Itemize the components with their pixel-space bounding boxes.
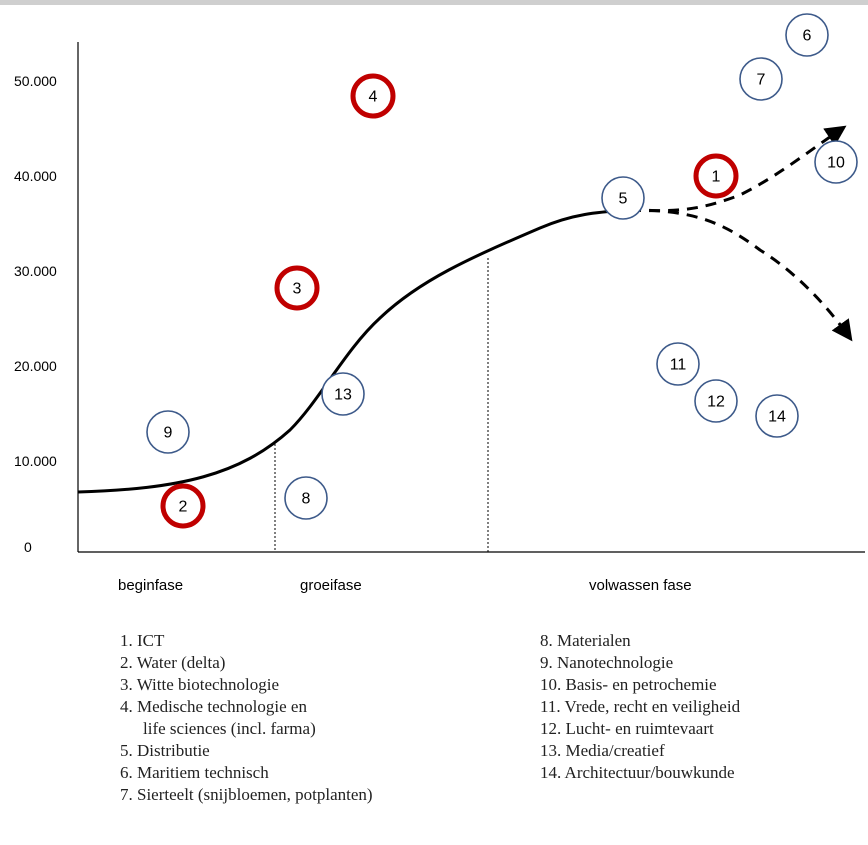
sector-marker-13: 13	[321, 372, 365, 416]
legend-item: 11. Vrede, recht en veiligheid	[540, 697, 741, 716]
legend-item: 13. Media/creatief	[540, 741, 665, 760]
svg-text:8: 8	[302, 491, 311, 508]
lifecycle-diagram: 50.000 40.000 30.000 20.000 10.000 0 beg…	[14, 13, 865, 594]
sector-marker-9: 9	[146, 410, 190, 454]
y-tick-label: 50.000	[14, 73, 57, 89]
phase-label-mature: volwassen fase	[589, 577, 692, 594]
legend-item: 2. Water (delta)	[120, 653, 226, 672]
legend-item: 6. Maritiem technisch	[120, 763, 269, 782]
y-tick-labels: 50.000 40.000 30.000 20.000 10.000 0	[14, 73, 57, 555]
sector-marker-14: 14	[755, 394, 799, 438]
legend-item: 10. Basis- en petrochemie	[540, 675, 717, 694]
svg-text:12: 12	[707, 394, 725, 411]
legend-item: 4. Medische technologie en	[120, 697, 307, 716]
svg-text:10: 10	[827, 155, 845, 172]
y-tick-label: 0	[24, 539, 32, 555]
sector-marker-8: 8	[284, 476, 328, 520]
sector-marker-7: 7	[739, 57, 783, 101]
top-border	[0, 0, 868, 5]
phase-label-begin: beginfase	[118, 577, 183, 594]
s-curve	[77, 208, 631, 494]
legend-item: 8. Materialen	[540, 631, 631, 650]
legend-right: 8. Materialen 9. Nanotechnologie 10. Bas…	[540, 630, 740, 784]
legend-item-continuation: life sciences (incl. farma)	[143, 719, 316, 738]
svg-text:9: 9	[164, 425, 173, 442]
svg-text:4: 4	[369, 89, 378, 106]
svg-text:13: 13	[334, 387, 352, 404]
sector-marker-12: 12	[694, 379, 738, 423]
phase-label-growth: groeifase	[300, 577, 362, 594]
sector-marker-10: 10	[814, 140, 858, 184]
sector-marker-4: 4	[350, 73, 396, 119]
y-tick-label: 30.000	[14, 263, 57, 279]
sector-marker-1: 1	[693, 153, 739, 199]
y-tick-label: 40.000	[14, 168, 57, 184]
sector-marker-6: 6	[785, 13, 829, 57]
legend-item: 3. Witte biotechnologie	[120, 675, 280, 694]
svg-text:5: 5	[619, 191, 628, 208]
svg-text:6: 6	[803, 28, 812, 45]
svg-text:11: 11	[670, 357, 687, 374]
sector-marker-11: 11	[656, 342, 700, 386]
svg-text:2: 2	[179, 499, 188, 516]
y-tick-label: 10.000	[14, 453, 57, 469]
legend-item: 9. Nanotechnologie	[540, 653, 674, 672]
legend-item: 12. Lucht- en ruimtevaart	[540, 719, 714, 738]
svg-text:3: 3	[293, 281, 302, 298]
legend-item: 1. ICT	[120, 631, 165, 650]
legend-item: 14. Architectuur/bouwkunde	[540, 763, 735, 782]
sector-marker-5: 5	[601, 176, 645, 220]
dashed-branch-down	[629, 208, 853, 342]
sector-marker-2: 2	[160, 483, 206, 529]
svg-text:1: 1	[712, 169, 721, 186]
svg-text:14: 14	[768, 409, 786, 426]
dashed-branch-up	[629, 125, 847, 213]
y-tick-label: 20.000	[14, 358, 57, 374]
legend-item: 7. Sierteelt (snijbloemen, potplanten)	[120, 785, 373, 804]
svg-text:7: 7	[757, 72, 766, 89]
sector-marker-3: 3	[274, 265, 320, 311]
legend-item: 5. Distributie	[120, 741, 210, 760]
legend-left: 1. ICT 2. Water (delta) 3. Witte biotech…	[120, 630, 373, 806]
